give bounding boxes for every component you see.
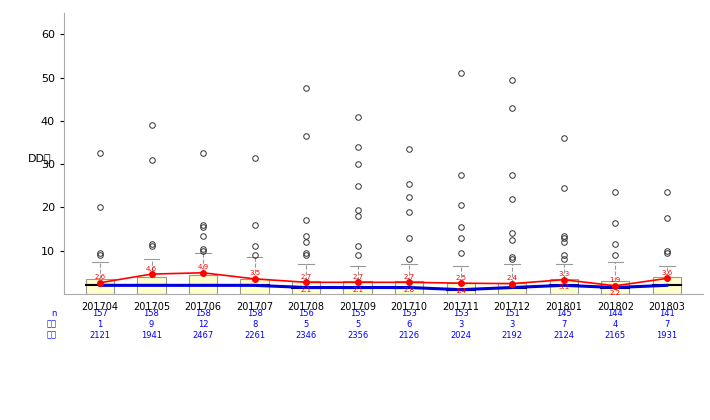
Text: 158: 158 [246, 309, 263, 318]
Text: 2124: 2124 [553, 331, 574, 340]
Text: 4: 4 [613, 320, 618, 329]
Text: 3: 3 [458, 320, 464, 329]
Text: 2.1: 2.1 [352, 286, 364, 293]
Text: 2192: 2192 [502, 331, 523, 340]
Text: 157: 157 [92, 309, 108, 318]
Bar [189, 275, 217, 294]
Y-axis label: DD－: DD－ [28, 153, 51, 163]
Text: 5: 5 [303, 320, 309, 329]
Bar [652, 277, 681, 294]
Text: 4.9: 4.9 [197, 265, 209, 270]
Text: 4.6: 4.6 [146, 266, 157, 272]
Text: 2126: 2126 [398, 331, 420, 340]
Text: 158: 158 [143, 309, 160, 318]
Text: 2.7: 2.7 [300, 274, 312, 280]
Bar [86, 279, 114, 294]
Text: 3.5: 3.5 [249, 270, 260, 276]
Text: 2.8: 2.8 [403, 286, 415, 293]
Text: 153: 153 [401, 309, 417, 318]
Text: 5: 5 [355, 320, 360, 329]
Text: 分子: 分子 [46, 320, 56, 329]
Text: 158: 158 [195, 309, 211, 318]
Text: 7: 7 [561, 320, 567, 329]
Text: 2356: 2356 [347, 331, 368, 340]
Text: 1941: 1941 [141, 331, 162, 340]
Text: 6: 6 [407, 320, 412, 329]
Text: 2024: 2024 [450, 331, 471, 340]
Bar [601, 281, 630, 294]
Text: 2.7: 2.7 [352, 274, 364, 280]
Text: 2261: 2261 [244, 331, 265, 340]
Text: 2165: 2165 [605, 331, 626, 340]
Text: 2.5: 2.5 [455, 275, 466, 281]
Text: 2.4: 2.4 [507, 275, 518, 281]
Text: 144: 144 [608, 309, 623, 318]
Text: 2.1: 2.1 [300, 286, 312, 293]
Text: 2346: 2346 [295, 331, 317, 340]
Text: 3.6: 3.6 [661, 270, 672, 276]
Text: 7: 7 [664, 320, 670, 329]
Text: 141: 141 [659, 309, 674, 318]
Bar [395, 281, 423, 294]
Bar [137, 277, 165, 294]
Bar [550, 279, 578, 294]
Text: 1931: 1931 [656, 331, 677, 340]
Text: 153: 153 [453, 309, 469, 318]
Bar [344, 281, 372, 294]
Text: 3: 3 [510, 320, 515, 329]
Text: 2.6: 2.6 [94, 274, 106, 281]
Text: 2467: 2467 [192, 331, 214, 340]
Text: 151: 151 [504, 309, 520, 318]
Bar [292, 281, 320, 294]
Text: n: n [51, 309, 56, 318]
Text: 156: 156 [298, 309, 314, 318]
Bar [447, 283, 475, 294]
Text: 3.3: 3.3 [558, 271, 569, 277]
Text: 2121: 2121 [89, 331, 111, 340]
Bar [241, 279, 269, 294]
Bar [498, 283, 526, 294]
Text: 1: 1 [97, 320, 103, 329]
Text: 145: 145 [556, 309, 572, 318]
Text: 1.4: 1.4 [455, 288, 466, 294]
Text: 2.2: 2.2 [610, 290, 621, 296]
Text: 9: 9 [149, 320, 154, 329]
Text: 分母: 分母 [46, 331, 56, 340]
Text: 155: 155 [350, 309, 366, 318]
Text: 2.7: 2.7 [403, 274, 415, 280]
Text: 3.1: 3.1 [558, 284, 569, 290]
Text: 1.9: 1.9 [610, 277, 621, 284]
Text: 8: 8 [252, 320, 257, 329]
Text: 12: 12 [198, 320, 208, 329]
